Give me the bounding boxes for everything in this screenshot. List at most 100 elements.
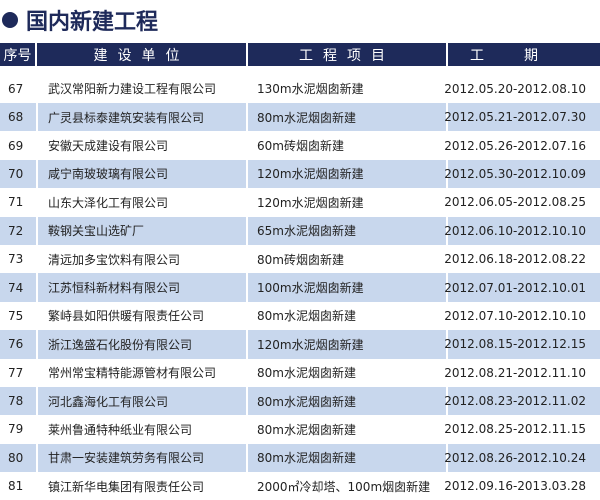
cell-no: 77 — [8, 365, 24, 380]
cell-unit: 甘肃一安装建筑劳务有限公司 — [48, 451, 205, 466]
table-row: 78 河北鑫海化工有限公司 80m水泥烟囱新建 2012.08.23-2012.11.… — [0, 386, 600, 416]
cell-no: 67 — [8, 81, 24, 96]
cell-unit: 江苏恒科新材料有限公司 — [48, 281, 181, 296]
column-divider — [246, 273, 248, 302]
column-divider — [36, 273, 38, 302]
section-title: 国内新建工程 — [2, 4, 158, 36]
table-row: 80 甘肃一安装建筑劳务有限公司 80m水泥烟囱新建 2012.08.26-2012.… — [0, 443, 600, 473]
col-header-unit: 建设单位 — [37, 43, 246, 66]
cell-unit: 咸宁南玻玻璃有限公司 — [48, 167, 169, 182]
cell-period: 2012.05.30-2012.10.09 — [444, 166, 586, 181]
table-row: 74 江苏恒科新材料有限公司 100m水泥烟囱新建 2012.07.01-2012.1… — [0, 273, 600, 302]
table-header: 序号 建设单位 工程项目 工期 — [0, 43, 600, 66]
cell-period: 2012.06.18-2012.08.22 — [444, 252, 586, 267]
table-row: 73 清远加多宝饮料有限公司 80m砖烟囱新建 2012.06.18-2012.08.… — [0, 245, 600, 273]
col-header-period: 工期 — [448, 43, 600, 66]
cell-project: 80m水泥烟囱新建 — [257, 309, 356, 324]
cell-no: 76 — [8, 337, 24, 352]
cell-period: 2012.06.05-2012.08.25 — [444, 195, 586, 210]
table-row: 77 常州常宝精特能源管材有限公司 80m水泥烟囱新建 2012.08.21-2012… — [0, 359, 600, 387]
cell-project: 80m水泥烟囱新建 — [257, 110, 356, 125]
column-divider — [446, 216, 448, 245]
cell-no: 70 — [8, 166, 24, 181]
cell-period: 2012.07.10-2012.10.10 — [444, 308, 586, 323]
cell-period: 2012.08.25-2012.11.15 — [444, 422, 586, 437]
table-row: 79 莱州鲁通特种纸业有限公司 80m水泥烟囱新建 2012.08.25-2012.1… — [0, 415, 600, 443]
column-divider — [446, 330, 448, 359]
cell-period: 2012.08.15-2012.12.15 — [444, 337, 586, 352]
column-divider — [36, 159, 38, 189]
cell-no: 74 — [8, 280, 24, 295]
cell-project: 130m水泥烟囱新建 — [257, 82, 364, 97]
title-text: 国内新建工程 — [26, 10, 159, 35]
cell-unit: 武汉常阳新力建设工程有限公司 — [48, 82, 217, 97]
bullet-icon — [2, 12, 18, 28]
column-divider — [36, 386, 38, 416]
cell-project: 120m水泥烟囱新建 — [257, 337, 364, 352]
cell-no: 78 — [8, 394, 24, 409]
cell-period: 2012.07.01-2012.10.01 — [444, 280, 586, 295]
column-divider — [246, 102, 248, 132]
column-divider — [36, 443, 38, 473]
table-row: 75 繁峙县如阳供暖有限责任公司 80m水泥烟囱新建 2012.07.10-2012.… — [0, 302, 600, 330]
cell-unit: 常州常宝精特能源管材有限公司 — [48, 366, 217, 381]
cell-unit: 浙江逸盛石化股份有限公司 — [48, 337, 193, 352]
cell-project: 100m水泥烟囱新建 — [257, 281, 364, 296]
cell-unit: 河北鑫海化工有限公司 — [48, 394, 169, 409]
cell-unit: 山东大泽化工有限公司 — [48, 195, 169, 210]
cell-project: 80m水泥烟囱新建 — [257, 394, 356, 409]
cell-project: 60m砖烟囱新建 — [257, 139, 344, 154]
column-divider — [36, 330, 38, 359]
column-divider — [446, 386, 448, 416]
cell-unit: 安徽天成建设有限公司 — [48, 139, 169, 154]
table-row: 71 山东大泽化工有限公司 120m水泥烟囱新建 2012.06.05-2012.08… — [0, 188, 600, 216]
cell-project: 120m水泥烟囱新建 — [257, 167, 364, 182]
table-row: 69 安徽天成建设有限公司 60m砖烟囱新建 2012.05.26-2012.07.1… — [0, 131, 600, 159]
column-divider — [246, 386, 248, 416]
cell-unit: 繁峙县如阳供暖有限责任公司 — [48, 309, 205, 324]
cell-period: 2012.05.26-2012.07.16 — [444, 138, 586, 153]
cell-no: 73 — [8, 252, 24, 267]
cell-no: 72 — [8, 223, 24, 238]
table-row: 81 镇江新华电集团有限责任公司 2000㎡冷却塔、100m烟囱新建 2012.09.… — [0, 472, 600, 500]
cell-period: 2012.08.26-2012.10.24 — [444, 450, 586, 465]
cell-no: 80 — [8, 450, 24, 465]
table-row: 76 浙江逸盛石化股份有限公司 120m水泥烟囱新建 2012.08.15-2012.… — [0, 330, 600, 359]
cell-project: 65m水泥烟囱新建 — [257, 224, 356, 239]
column-divider — [246, 330, 248, 359]
cell-period: 2012.06.10-2012.10.10 — [444, 223, 586, 238]
column-divider — [246, 443, 248, 473]
cell-period: 2012.08.23-2012.11.02 — [444, 394, 586, 409]
cell-unit: 清远加多宝饮料有限公司 — [48, 252, 181, 267]
cell-period: 2012.05.20-2012.08.10 — [444, 81, 586, 96]
table-row: 72 鞍钢关宝山选矿厂 65m水泥烟囱新建 2012.06.10-2012.10.10 — [0, 216, 600, 245]
column-divider — [36, 216, 38, 245]
cell-project: 120m水泥烟囱新建 — [257, 195, 364, 210]
cell-project: 2000㎡冷却塔、100m烟囱新建 — [257, 479, 431, 494]
cell-no: 81 — [8, 479, 24, 494]
cell-no: 79 — [8, 422, 24, 437]
cell-project: 80m水泥烟囱新建 — [257, 422, 356, 437]
column-divider — [246, 159, 248, 189]
cell-unit: 镇江新华电集团有限责任公司 — [48, 479, 205, 494]
cell-no: 71 — [8, 195, 24, 210]
cell-project: 80m水泥烟囱新建 — [257, 451, 356, 466]
col-header-project: 工程项目 — [248, 43, 446, 66]
cell-no: 68 — [8, 110, 24, 125]
table-row: 68 广灵县标泰建筑安装有限公司 80m水泥烟囱新建 2012.05.21-2012.… — [0, 102, 600, 132]
cell-period: 2012.08.21-2012.11.10 — [444, 365, 586, 380]
column-divider — [446, 102, 448, 132]
table-body: 67 武汉常阳新力建设工程有限公司 130m水泥烟囱新建 2012.05.20-201… — [0, 75, 600, 500]
table-row: 70 咸宁南玻玻璃有限公司 120m水泥烟囱新建 2012.05.30-2012.10… — [0, 159, 600, 189]
cell-period: 2012.05.21-2012.07.30 — [444, 110, 586, 125]
cell-unit: 莱州鲁通特种纸业有限公司 — [48, 422, 193, 437]
cell-no: 69 — [8, 138, 24, 153]
cell-no: 75 — [8, 308, 24, 323]
column-divider — [36, 102, 38, 132]
cell-unit: 广灵县标泰建筑安装有限公司 — [48, 110, 205, 125]
column-divider — [446, 443, 448, 473]
column-divider — [446, 273, 448, 302]
cell-project: 80m水泥烟囱新建 — [257, 366, 356, 381]
cell-period: 2012.09.16-2013.03.28 — [444, 479, 586, 494]
col-header-no: 序号 — [0, 43, 35, 66]
